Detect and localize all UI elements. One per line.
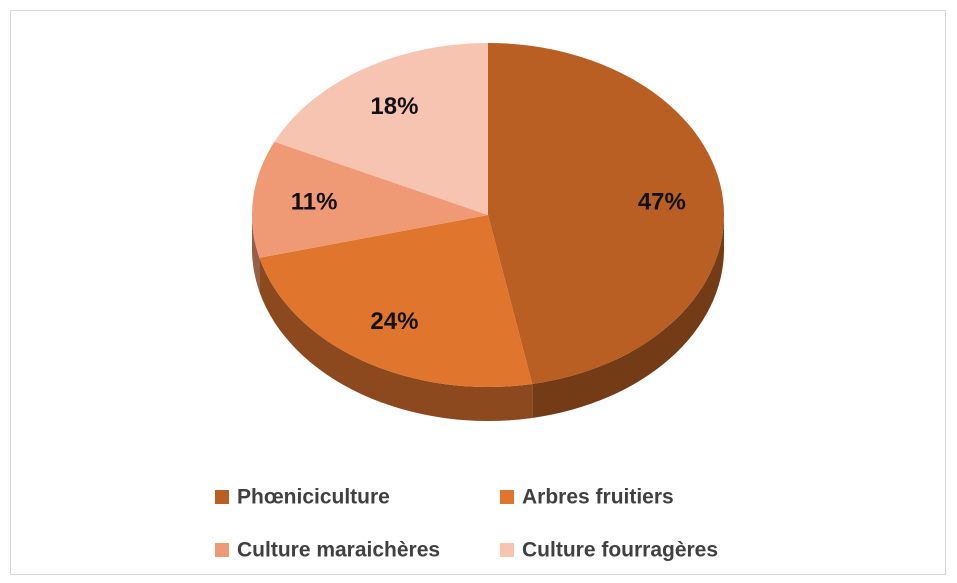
legend-label: Phœniciculture [237,486,390,509]
pie-slice [274,43,488,215]
pie-slice [259,215,533,387]
legend-swatch [500,490,514,504]
data-label: 47% [638,188,686,215]
legend-label: Culture fourragères [522,539,718,562]
pie-side [532,215,724,418]
data-label: 18% [370,93,418,120]
legend-label: Culture maraichères [237,539,440,562]
legend-swatch [215,490,229,504]
pie-slice [488,43,724,384]
pie-slice [252,141,488,258]
legend-swatch [215,543,229,557]
pie-side [252,215,260,292]
legend-swatch [500,543,514,557]
legend-label: Arbres fruitiers [522,486,674,509]
data-label: 11% [291,188,338,215]
data-label: 24% [370,308,418,335]
pie-side [259,257,533,421]
